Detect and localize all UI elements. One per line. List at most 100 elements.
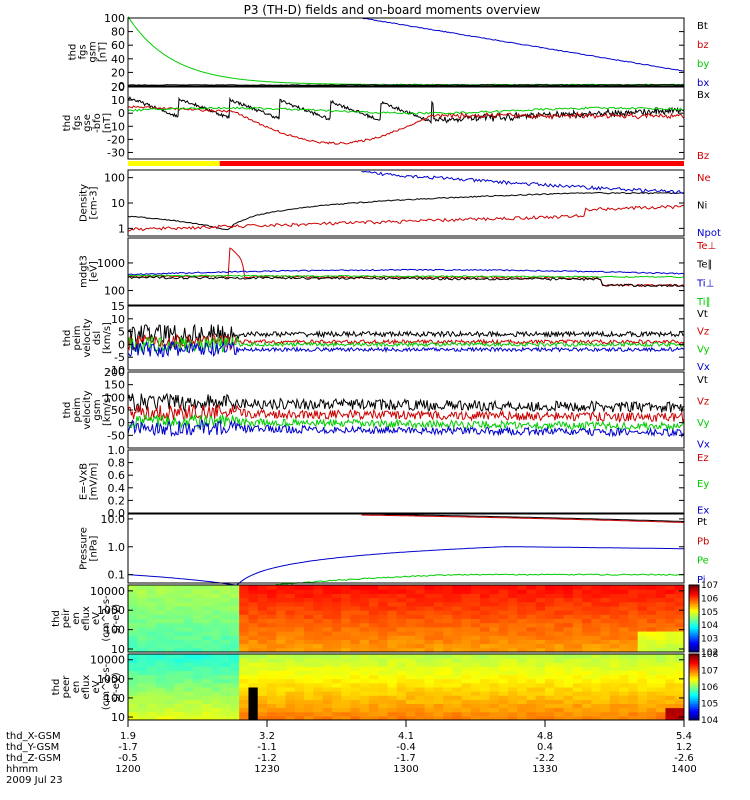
heatmap-cell xyxy=(128,614,138,619)
heatmap-cell xyxy=(183,647,194,653)
heatmap-cell xyxy=(174,715,185,721)
heatmap-cell xyxy=(424,626,435,632)
heatmap-cell xyxy=(489,610,500,615)
heatmap-cell xyxy=(313,711,324,717)
heatmap-cell xyxy=(563,601,574,607)
heatmap-cell xyxy=(350,695,361,700)
heatmap-cell xyxy=(285,658,296,663)
heatmap-cell xyxy=(211,643,222,649)
heatmap-cell xyxy=(285,605,296,611)
heatmap-cell xyxy=(257,597,268,603)
heatmap-cell xyxy=(656,699,666,704)
heatmap-cell xyxy=(535,643,546,649)
heatmap-cell xyxy=(211,593,222,599)
heatmap-cell xyxy=(443,707,453,713)
heatmap-cell xyxy=(517,674,527,680)
heatmap-cell xyxy=(665,682,676,688)
heatmap-cell xyxy=(174,658,185,663)
heatmap-cell xyxy=(545,691,555,696)
heatmap-cell xyxy=(507,601,518,607)
heatmap-cell xyxy=(424,658,435,663)
heatmap-cell xyxy=(563,715,574,721)
heatmap-cell xyxy=(646,666,657,671)
heatmap-cell xyxy=(387,670,398,676)
heatmap-cell xyxy=(415,610,426,615)
heatmap-cell xyxy=(285,691,296,696)
heatmap-cell xyxy=(470,707,481,713)
y-tick-label: 20 xyxy=(111,66,125,79)
heatmap-cell xyxy=(257,678,268,684)
heatmap-cell xyxy=(378,687,388,692)
heatmap-cell xyxy=(341,699,351,704)
heatmap-cell xyxy=(183,614,194,619)
heatmap-cell xyxy=(554,597,565,603)
heatmap-cell xyxy=(674,639,685,645)
colorbar-swatch xyxy=(689,630,699,633)
footer-value: -2.2 xyxy=(535,753,555,764)
heatmap-cell xyxy=(628,682,639,688)
heatmap-cell xyxy=(137,614,148,619)
heatmap-cell xyxy=(294,691,305,696)
heatmap-cell xyxy=(368,635,379,640)
heatmap-cell xyxy=(424,691,435,696)
heatmap-cell xyxy=(545,687,555,692)
heatmap-cell xyxy=(572,674,583,680)
heatmap-cell xyxy=(433,610,444,615)
heatmap-cell xyxy=(628,662,639,667)
heatmap-cell xyxy=(341,695,351,700)
heatmap-cell xyxy=(498,631,509,636)
heatmap-cell xyxy=(415,614,426,619)
heatmap-cell xyxy=(276,670,287,676)
heatmap-cell xyxy=(572,585,583,590)
footer-value: 1230 xyxy=(254,764,279,775)
heatmap-cell xyxy=(211,639,222,645)
heatmap-cell xyxy=(322,631,333,636)
heatmap-cell xyxy=(285,707,296,713)
heatmap-cell xyxy=(387,610,398,615)
heatmap-cell xyxy=(229,614,240,619)
heatmap-cell xyxy=(526,647,537,653)
heatmap-cell xyxy=(174,678,185,684)
heatmap-cell xyxy=(137,622,148,628)
heatmap-cell xyxy=(415,597,426,603)
heatmap-cell xyxy=(591,647,602,653)
heatmap-cell xyxy=(220,658,231,663)
heatmap-cell xyxy=(248,631,259,636)
heatmap-cell xyxy=(192,626,203,632)
heatmap-cell xyxy=(554,678,565,684)
heatmap-cell xyxy=(498,658,509,663)
colorbar-tick: 105 xyxy=(701,608,718,618)
heatmap-cell xyxy=(582,639,592,645)
heatmap-cell xyxy=(378,585,388,590)
heatmap-cell xyxy=(378,691,388,696)
colorbar-swatch xyxy=(689,708,699,711)
colorbar-swatch xyxy=(689,640,699,643)
heatmap-cell xyxy=(470,610,481,615)
heatmap-cell xyxy=(591,707,602,713)
heatmap-cell xyxy=(137,589,148,594)
heatmap-cell xyxy=(452,597,463,603)
heatmap-cell xyxy=(267,593,277,599)
heatmap-cell xyxy=(368,658,379,663)
heatmap-cell xyxy=(220,601,231,607)
heatmap-cell xyxy=(628,666,639,671)
heatmap-cell xyxy=(545,635,555,640)
heatmap-cell xyxy=(619,654,629,659)
heatmap-cell xyxy=(248,670,259,676)
heatmap-cell xyxy=(461,691,472,696)
heatmap-cell xyxy=(220,662,231,667)
heatmap-cell xyxy=(526,691,537,696)
colorbar-tick: 103 xyxy=(701,635,718,645)
heatmap-cell xyxy=(470,589,481,594)
y-tick-label: 10 xyxy=(111,711,125,724)
heatmap-cell xyxy=(322,622,333,628)
heatmap-cell xyxy=(322,658,333,663)
heatmap-cell xyxy=(470,639,481,645)
heatmap-cell xyxy=(239,622,249,628)
y-tick-label: 5 xyxy=(118,326,125,339)
y-axis-label: velocity xyxy=(82,390,93,429)
heatmap-cell xyxy=(424,682,435,688)
heatmap-cell xyxy=(220,682,231,688)
heatmap-cell xyxy=(128,597,138,603)
